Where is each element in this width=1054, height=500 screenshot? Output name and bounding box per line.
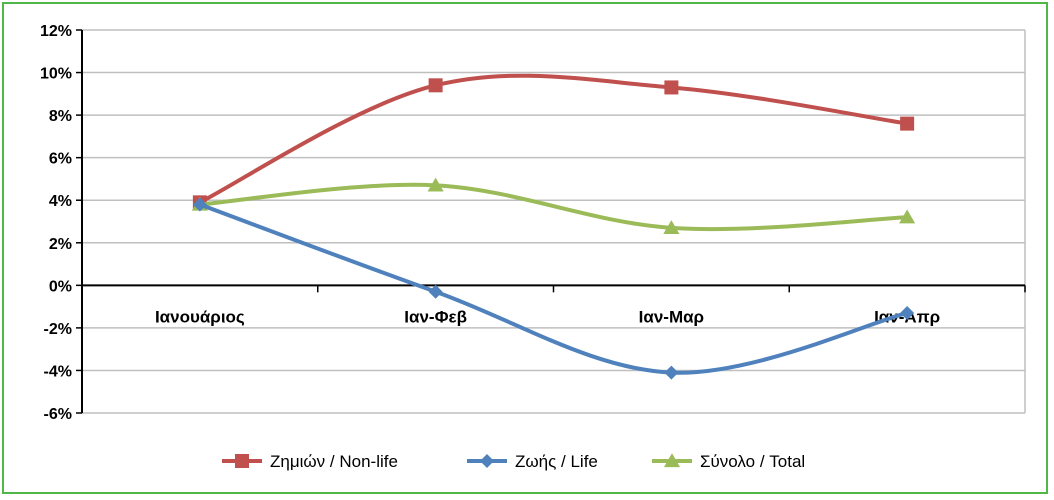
legend-item: Ζωής / Life	[467, 452, 598, 471]
x-tick-label: Ιαν-Φεβ	[404, 307, 467, 326]
y-tick-label: 4%	[49, 193, 72, 210]
legend-marker	[663, 453, 681, 468]
y-tick-label: 8%	[49, 108, 72, 125]
legend-label: Σύνολο / Total	[700, 452, 805, 471]
legend-item: Σύνολο / Total	[652, 452, 805, 471]
legend-item: Ζημιών / Non-life	[222, 452, 398, 471]
gridlines	[82, 29, 1026, 414]
y-tick-label: 2%	[49, 236, 72, 253]
y-tick-labels: 12% 10% 8% 6% 4% 2% 0% -2% -4% -6%	[40, 23, 72, 423]
legend-label: Ζημιών / Non-life	[270, 452, 398, 471]
y-tick-label: -4%	[44, 363, 72, 380]
chart-frame	[2, 2, 1048, 494]
series-line	[197, 202, 910, 375]
y-tick-label: 12%	[40, 23, 72, 40]
data-point	[663, 220, 680, 235]
series-line	[197, 182, 910, 232]
series-triangle	[191, 177, 916, 235]
data-point	[664, 80, 679, 95]
axes	[76, 29, 1026, 414]
y-tick-label: -6%	[44, 406, 72, 423]
data-point	[427, 177, 444, 192]
y-tick-label: 6%	[49, 151, 72, 168]
y-tick-label: 10%	[40, 66, 72, 83]
legend-label: Ζωής / Life	[515, 452, 598, 471]
legend-marker	[480, 454, 494, 468]
data-point	[428, 78, 443, 93]
data-point	[192, 197, 207, 212]
x-tick-label: Ιανουάριος	[155, 307, 245, 326]
data-point	[664, 365, 679, 380]
legend-marker	[235, 454, 249, 468]
data-point	[899, 209, 916, 224]
series-diamond	[192, 197, 915, 380]
x-tick-label: Ιαν-Μαρ	[639, 307, 704, 326]
series-square	[192, 73, 915, 210]
data-point	[900, 116, 915, 131]
series-line	[197, 73, 910, 205]
series	[191, 73, 916, 380]
y-tick-label: -2%	[44, 321, 72, 338]
legend: Ζημιών / Non-life Ζωής / Life Σύνολο / Tot…	[222, 452, 805, 471]
y-tick-label: 0%	[49, 278, 72, 295]
data-point	[900, 305, 915, 320]
data-point	[428, 284, 443, 299]
